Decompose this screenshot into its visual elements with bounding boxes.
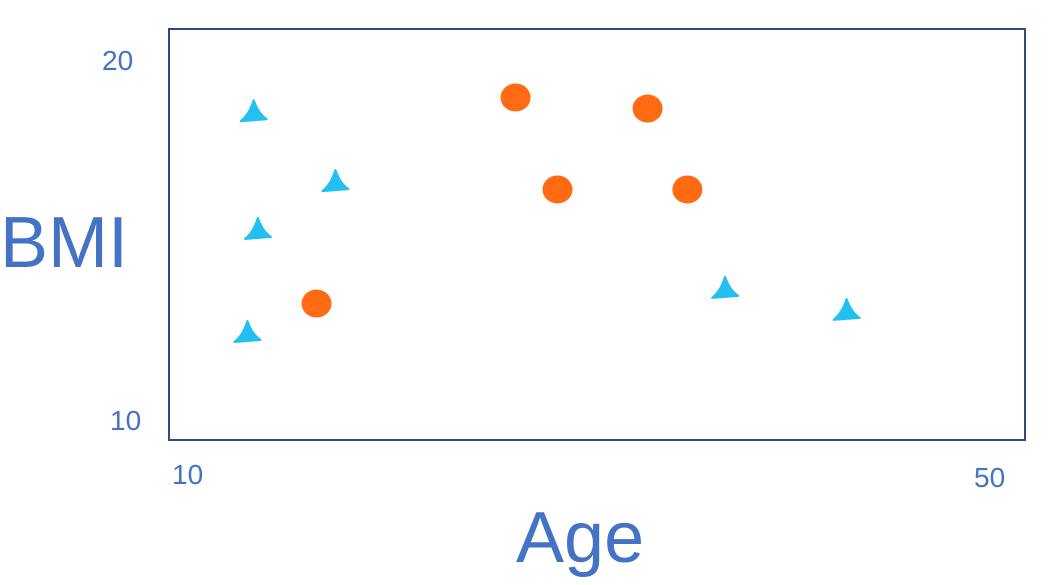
blue-triangle-point-4 — [233, 320, 262, 343]
y-axis-label: BMI — [0, 203, 128, 283]
orange-circle-point-2 — [632, 94, 663, 123]
y-tick-label-min: 10 — [110, 405, 141, 436]
blue-triangle-point-5 — [711, 275, 740, 299]
orange-circle-point-1 — [500, 83, 531, 112]
x-tick-label-max: 50 — [974, 462, 1005, 493]
x-tick-label-min: 10 — [172, 459, 203, 490]
plot-area-frame — [168, 28, 1026, 441]
orange-circle-point-4 — [672, 175, 703, 204]
x-axis-label: Age — [516, 498, 644, 578]
orange-circle-point-3 — [542, 175, 573, 204]
blue-triangle-point-6 — [832, 297, 861, 321]
data-points — [233, 83, 861, 343]
y-tick-label-max: 20 — [102, 45, 133, 76]
blue-triangle-point-2 — [321, 169, 350, 193]
orange-circle-point-5 — [301, 289, 332, 318]
blue-triangle-point-1 — [239, 99, 268, 123]
blue-triangle-point-3 — [243, 216, 272, 240]
